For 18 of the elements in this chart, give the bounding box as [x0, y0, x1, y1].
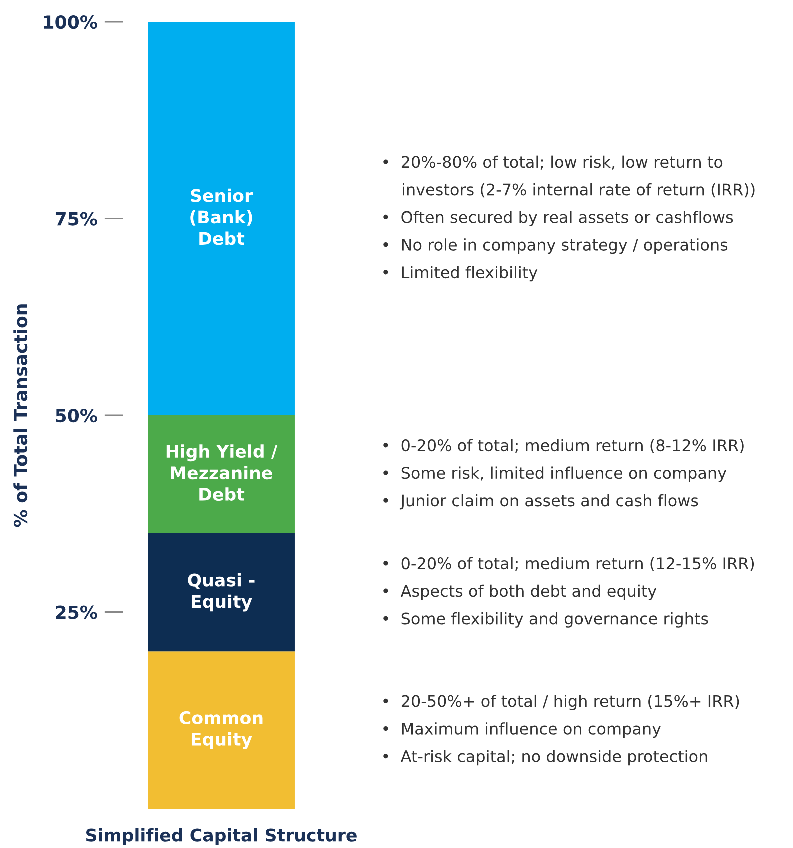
series-label: Quasi - Equity	[188, 573, 255, 612]
text: • 0-20% of total; medium return (12-15% IRR) • Aspects of both debt and equity • Some flexibility and governance rights	[384, 557, 754, 628]
text: • 20%-80% of total; low risk, low return to investors (2-7% internal rate of return (IRR)) • Often secured by real assets or cashflows • No role in company strategy / operations • Limited flexibility	[384, 156, 755, 282]
y-tick-label: 25%	[56, 606, 98, 620]
y-tick-label: 50%	[56, 408, 98, 423]
text: • 0-20% of total; medium return (8-12% IRR) • Some risk, limited influence on company • Junior claim on assets and cash flows	[384, 439, 744, 510]
series-label: Senior (Bank) Debt	[190, 188, 253, 246]
text: • 20-50%+ of total / high return (15%+ IRR) • Maximum influence on company • At-risk capital; no downside protection	[384, 694, 740, 766]
x-tick-label: Simplified Capital Structure	[86, 828, 357, 846]
bar	[148, 534, 295, 652]
bar	[148, 416, 295, 534]
y-tick-label: 75%	[56, 212, 98, 226]
series-label: Common Equity	[180, 711, 263, 750]
y-axis-title: % of Total Transaction	[14, 304, 28, 528]
bar	[148, 652, 295, 809]
series-label: High Yield / Mezzanine Debt	[166, 444, 278, 502]
y-tick-label: 100%	[44, 15, 98, 30]
bar	[148, 22, 295, 416]
